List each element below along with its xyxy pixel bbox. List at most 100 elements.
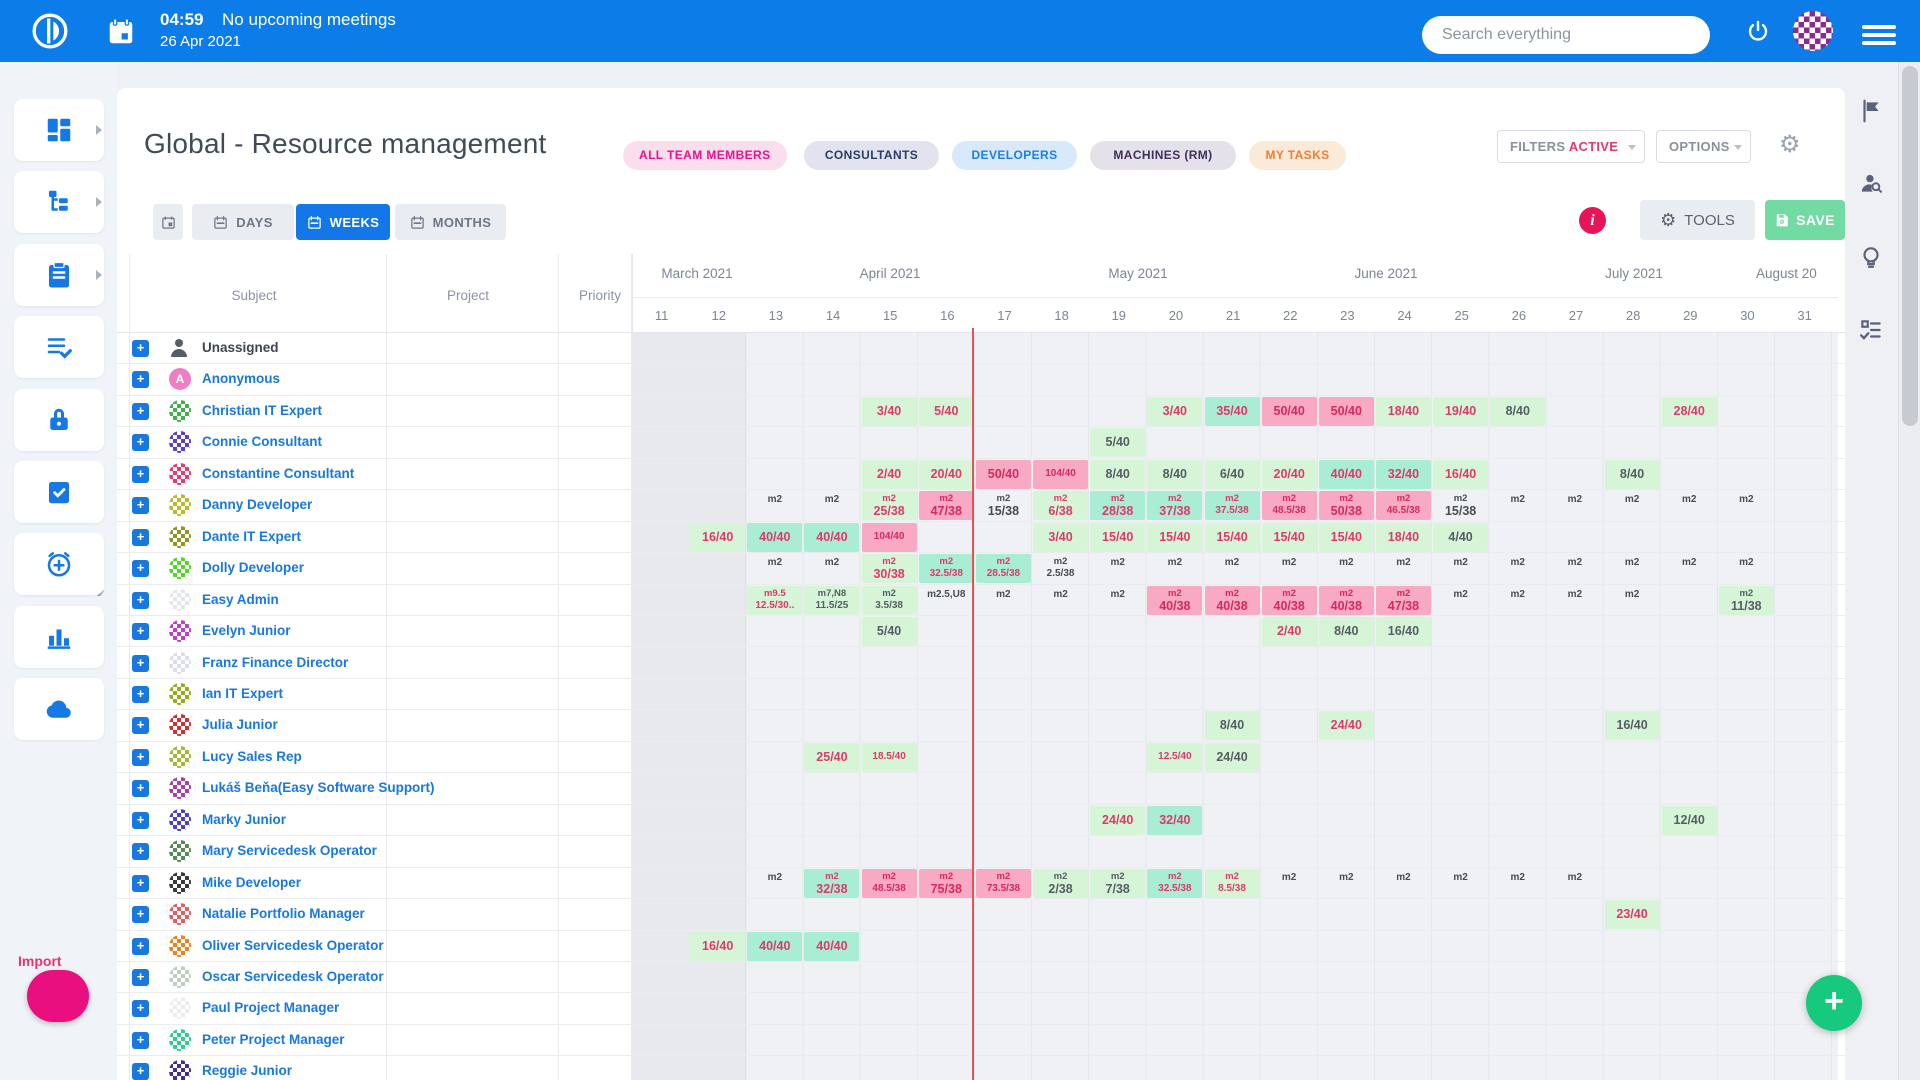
resource-name-link[interactable]: Paul Project Manager [202, 1000, 340, 1016]
allocation-cell-week-21[interactable]: 15/40 [1204, 522, 1260, 552]
settings-gear-icon[interactable]: ⚙ [1779, 131, 1801, 158]
add-allocation-button[interactable]: + [132, 906, 149, 924]
filter-chip-developers[interactable]: DEVELOPERS [952, 141, 1077, 170]
allocation-cell-week-28[interactable]: m2 [1624, 588, 1640, 600]
import-button[interactable] [27, 970, 89, 1022]
allocation-cell-week-25[interactable]: m2 15/38 [1444, 493, 1477, 519]
allocation-cell-week-21[interactable]: m2 8.5/38 [1204, 868, 1260, 898]
add-allocation-button[interactable]: + [132, 1000, 149, 1018]
allocation-cell-week-23[interactable]: m2 50/38 [1318, 491, 1374, 521]
add-allocation-button[interactable]: + [132, 717, 149, 735]
allocation-cell-week-22[interactable]: 2/40 [1261, 617, 1317, 647]
resource-name-link[interactable]: Natalie Portfolio Manager [202, 906, 365, 922]
sidebar-item-approvals[interactable] [14, 461, 104, 523]
allocation-cell-week-18[interactable]: 3/40 [1033, 522, 1089, 552]
allocation-cell-week-25[interactable]: 19/40 [1433, 396, 1489, 426]
allocation-cell-week-15[interactable]: m2 30/38 [861, 554, 917, 584]
resource-name-link[interactable]: Anonymous [202, 371, 281, 387]
allocation-cell-week-14[interactable]: 40/40 [804, 931, 860, 961]
column-header-project[interactable]: Project [446, 288, 490, 303]
allocation-cell-week-28[interactable]: m2 [1624, 494, 1640, 506]
allocation-cell-week-27[interactable]: m2 [1567, 494, 1583, 506]
allocation-cell-week-19[interactable]: m2 [1110, 588, 1125, 600]
search-input[interactable] [1422, 16, 1710, 54]
allocation-cell-week-20[interactable]: 12.5/40 [1147, 742, 1203, 772]
allocation-cell-week-25[interactable]: m2 [1453, 557, 1468, 569]
allocation-cell-week-18[interactable]: m2 6/38 [1033, 491, 1089, 521]
resource-name-link[interactable]: Unassigned [202, 340, 279, 355]
allocation-cell-week-22[interactable]: 50/40 [1261, 396, 1317, 426]
add-allocation-button[interactable]: + [132, 623, 149, 641]
allocation-cell-week-15[interactable]: 18.5/40 [861, 742, 917, 772]
allocation-cell-week-24[interactable]: 18/40 [1375, 396, 1431, 426]
allocation-cell-week-13[interactable]: m2 [767, 871, 783, 883]
resource-name-link[interactable]: Oscar Servicedesk Operator [202, 969, 384, 984]
allocation-cell-week-27[interactable]: m2 [1567, 557, 1583, 569]
add-allocation-button[interactable]: + [132, 560, 149, 578]
allocation-cell-week-14[interactable]: m7,N8 11.5/25 [804, 585, 860, 615]
allocation-cell-week-13[interactable]: m2 [767, 557, 783, 569]
allocation-cell-week-30[interactable]: m2 [1739, 494, 1754, 506]
add-allocation-button[interactable]: + [132, 371, 149, 389]
allocation-cell-week-17[interactable]: 50/40 [975, 459, 1031, 489]
add-allocation-button[interactable]: + [132, 465, 149, 483]
allocation-cell-week-12[interactable]: 16/40 [690, 522, 746, 552]
allocation-cell-week-24[interactable]: m2 [1396, 871, 1411, 883]
allocation-cell-week-28[interactable]: 23/40 [1604, 900, 1660, 930]
allocation-cell-week-28[interactable]: m2 [1624, 557, 1640, 569]
allocation-cell-week-25[interactable]: 16/40 [1433, 459, 1489, 489]
allocation-cell-week-30[interactable]: m2 11/38 [1718, 585, 1774, 615]
allocation-cell-week-19[interactable]: m2 [1110, 557, 1125, 569]
allocation-cell-week-13[interactable]: m9.5 12.5/30.. [747, 585, 803, 615]
allocation-cell-week-20[interactable]: 8/40 [1147, 459, 1203, 489]
allocation-cell-week-19[interactable]: 5/40 [1090, 428, 1146, 458]
add-allocation-button[interactable]: + [132, 1031, 149, 1049]
allocation-cell-week-14[interactable]: 40/40 [804, 522, 860, 552]
resource-name-link[interactable]: Connie Consultant [202, 434, 322, 450]
resource-name-link[interactable]: Easy Admin [202, 591, 279, 607]
filter-chip-consultants[interactable]: CONSULTANTS [804, 141, 939, 170]
add-allocation-button[interactable]: + [132, 528, 149, 546]
allocation-cell-week-28[interactable]: 8/40 [1604, 459, 1660, 489]
sidebar-caret-icon[interactable] [96, 197, 102, 208]
allocation-cell-week-16[interactable]: 20/40 [918, 459, 974, 489]
tab-days[interactable]: DAYS [192, 204, 294, 240]
filter-chip-all-team-members[interactable]: ALL TEAM MEMBERS [623, 141, 787, 170]
allocation-cell-week-26[interactable]: 8/40 [1490, 396, 1546, 426]
allocation-cell-week-25[interactable]: 4/40 [1433, 522, 1489, 552]
resource-name-link[interactable]: Lucy Sales Rep [202, 748, 302, 764]
allocation-cell-week-23[interactable]: 50/40 [1318, 396, 1374, 426]
add-allocation-button[interactable]: + [132, 591, 149, 609]
filters-dropdown[interactable]: FILTERS ACTIVE [1497, 130, 1645, 163]
allocation-cell-week-29[interactable]: m2 [1681, 557, 1697, 569]
allocation-cell-week-26[interactable]: m2 [1510, 871, 1525, 883]
flag-icon[interactable] [1858, 98, 1884, 124]
add-allocation-button[interactable]: + [132, 937, 149, 955]
allocation-cell-week-24[interactable]: m2 46.5/38 [1375, 491, 1431, 521]
allocation-cell-week-23[interactable]: 40/40 [1318, 459, 1374, 489]
allocation-cell-week-20[interactable]: m2 [1167, 557, 1183, 569]
allocation-cell-week-26[interactable]: m2 [1510, 494, 1525, 506]
allocation-cell-week-15[interactable]: m2 3.5/38 [861, 585, 917, 615]
allocation-cell-week-24[interactable]: m2 47/38 [1375, 585, 1431, 615]
allocation-cell-week-19[interactable]: m2 7/38 [1090, 868, 1146, 898]
allocation-cell-week-14[interactable]: m2 32/38 [804, 868, 860, 898]
resource-name-link[interactable]: Lukáš Beňa(Easy Software Support) [202, 780, 435, 796]
user-avatar[interactable] [1793, 11, 1833, 51]
allocation-cell-week-23[interactable]: 15/40 [1318, 522, 1374, 552]
resource-name-link[interactable]: Evelyn Junior [202, 623, 291, 639]
sidebar-item-cloud[interactable] [14, 678, 104, 741]
allocation-cell-week-22[interactable]: m2 48.5/38 [1261, 491, 1317, 521]
allocation-cell-week-24[interactable]: 32/40 [1375, 459, 1431, 489]
allocation-cell-week-15[interactable]: 2/40 [861, 459, 917, 489]
allocation-cell-week-16[interactable]: 5/40 [918, 396, 974, 426]
allocation-cell-week-19[interactable]: m2 28/38 [1090, 491, 1146, 521]
allocation-cell-week-22[interactable]: m2 [1281, 871, 1297, 883]
allocation-cell-week-25[interactable]: m2 [1453, 871, 1468, 883]
resource-name-link[interactable]: Mary Servicedesk Operator [202, 843, 377, 859]
allocation-cell-week-29[interactable]: m2 [1681, 494, 1697, 506]
add-allocation-button[interactable]: + [132, 874, 149, 892]
tools-button[interactable]: ⚙ TOOLS [1640, 200, 1755, 240]
info-badge[interactable]: i [1579, 207, 1606, 234]
menu-icon[interactable] [1862, 25, 1896, 49]
